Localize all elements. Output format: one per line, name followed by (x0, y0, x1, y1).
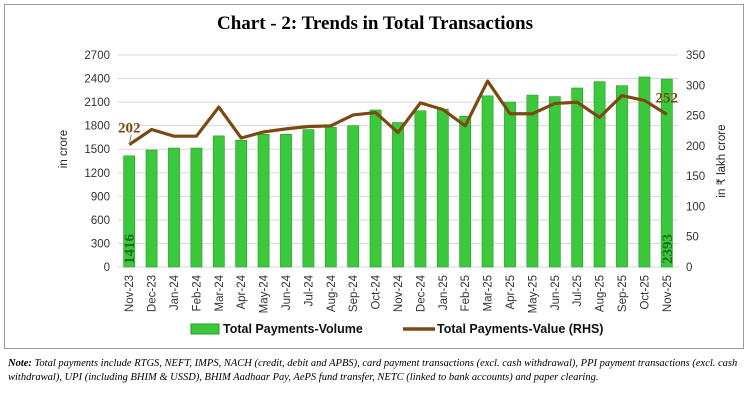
label-leader-nov-23 (128, 134, 132, 145)
right-tick-50: 50 (686, 232, 699, 244)
bar-aug-25 (593, 81, 606, 268)
x-tick-aug-25: Aug-25 (595, 275, 607, 312)
bar-nov-23 (123, 155, 136, 268)
x-tick-may-25: May-25 (527, 275, 539, 313)
left-tick-0: 0 (104, 262, 110, 274)
legend-value-label: Total Payments-Value (RHS) (437, 322, 603, 336)
bar-sep-25 (616, 85, 628, 268)
chart-svg: 0 300 600 900 1200 1500 1800 2100 2400 2700 0 50 10… (58, 50, 728, 336)
bar-jan-24 (168, 147, 180, 268)
value-line (128, 79, 668, 146)
x-tick-nov-23: Nov-23 (124, 275, 136, 312)
bar-jul-25 (571, 87, 584, 268)
x-axis-ticks: Nov-23 Dec-23 Jan-24 Feb-24 Mar-24 Apr-24 May-… (124, 274, 674, 313)
left-tick-600: 600 (91, 215, 110, 227)
x-tick-jan-25: Jan-25 (438, 275, 450, 310)
x-tick-apr-24: Apr-24 (236, 274, 248, 309)
bar-dec-24 (414, 110, 427, 268)
right-tick-300: 300 (686, 80, 705, 92)
x-tick-mar-24: Mar-24 (214, 274, 226, 311)
x-tick-jul-24: Jul-24 (303, 274, 315, 306)
x-tick-dec-23: Dec-23 (147, 275, 159, 312)
bar-sep-24 (347, 125, 360, 268)
label-value-nov-25: 252 (656, 90, 679, 106)
bar-jul-24 (302, 129, 315, 268)
chart-frame: Chart - 2: Trends in Total Transactions … (4, 4, 744, 349)
x-tick-nov-24: Nov-24 (393, 274, 405, 312)
left-tick-2700: 2700 (84, 50, 110, 62)
right-tick-0: 0 (686, 262, 692, 274)
left-tick-1800: 1800 (84, 121, 110, 133)
bar-jun-25 (548, 96, 561, 268)
label-volume-nov-25: 2393 (660, 234, 676, 264)
x-tick-apr-25: Apr-25 (505, 275, 517, 310)
right-tick-250: 250 (686, 111, 705, 123)
legend-volume-swatch (190, 323, 220, 335)
x-tick-sep-24: Sep-24 (348, 274, 360, 312)
bar-oct-24 (369, 109, 382, 268)
bar-mar-24 (212, 135, 225, 268)
right-tick-350: 350 (686, 50, 705, 62)
right-tick-200: 200 (686, 141, 705, 153)
bar-nov-24 (392, 122, 404, 268)
data-labels: 1416 2393 202 252 (118, 90, 678, 264)
bar-feb-24 (190, 147, 203, 268)
chart-note: Note: Total payments include RTGS, NEFT,… (8, 357, 748, 385)
left-tick-1500: 1500 (84, 144, 110, 156)
left-tick-1200: 1200 (84, 168, 110, 180)
right-tick-150: 150 (686, 171, 705, 183)
y-axis-title: in crore (58, 130, 70, 168)
x-tick-feb-24: Feb-24 (191, 274, 203, 311)
bar-dec-23 (145, 149, 158, 268)
bar-oct-25 (638, 76, 651, 268)
x-tick-jun-24: Jun-24 (281, 274, 293, 310)
y2-axis-title: in ₹ lakh crore (716, 124, 728, 197)
bars (123, 76, 673, 268)
x-tick-aug-24: Aug-24 (326, 274, 338, 312)
bar-jan-25 (436, 108, 449, 268)
left-axis-ticks: 0 300 600 900 1200 1500 1800 2100 2400 2700 (84, 50, 110, 274)
bar-apr-24 (235, 139, 248, 268)
x-tick-may-24: May-24 (259, 274, 271, 313)
left-tick-300: 300 (91, 238, 110, 250)
legend-volume-label: Total Payments-Volume (223, 322, 363, 336)
label-volume-nov-23: 1416 (122, 234, 138, 265)
bar-may-25 (526, 94, 539, 268)
legend: Total Payments-Volume Total Payments-Val… (190, 322, 603, 336)
bar-feb-25 (459, 115, 472, 268)
x-tick-jun-25: Jun-25 (550, 275, 562, 310)
bar-mar-25 (481, 95, 494, 268)
left-tick-900: 900 (91, 191, 110, 203)
x-tick-nov-25: Nov-25 (662, 275, 674, 312)
bar-may-24 (257, 134, 270, 268)
x-tick-oct-24: Oct-24 (371, 274, 383, 309)
x-tick-sep-25: Sep-25 (617, 275, 629, 312)
x-tick-oct-25: Oct-25 (639, 275, 651, 310)
note-text: Total payments include RTGS, NEFT, IMPS,… (8, 358, 738, 383)
x-tick-feb-25: Feb-25 (460, 275, 472, 311)
bar-nov-25 (660, 78, 673, 268)
bar-apr-25 (504, 101, 516, 268)
right-tick-100: 100 (686, 201, 705, 213)
x-tick-jul-25: Jul-25 (572, 275, 584, 306)
right-axis-ticks: 0 50 100 150 200 250 300 350 (686, 50, 705, 274)
x-tick-mar-25: Mar-25 (483, 275, 495, 311)
chart-title: Chart - 2: Trends in Total Transactions (216, 13, 534, 34)
note-label: Note: (8, 358, 32, 369)
left-tick-2400: 2400 (84, 74, 110, 86)
x-tick-dec-24: Dec-24 (415, 274, 427, 312)
left-tick-2100: 2100 (84, 97, 110, 109)
label-value-nov-23: 202 (118, 121, 141, 137)
bar-aug-24 (324, 126, 337, 268)
x-tick-jan-24: Jan-24 (169, 274, 181, 310)
bar-jun-24 (280, 134, 292, 268)
